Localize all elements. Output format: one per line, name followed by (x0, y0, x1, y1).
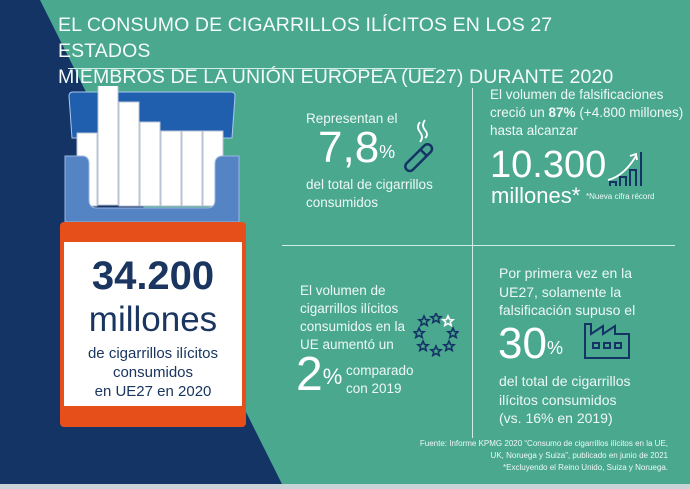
counterfeit-value: 10.300 (490, 144, 607, 186)
cigarette-icon (404, 119, 434, 173)
grid-divider-vertical (472, 88, 473, 438)
total-consumption-desc: de cigarrillos ilícitos consumidos en UE… (87, 345, 219, 400)
record-note: *Nueva cifra récord (586, 192, 655, 201)
volume-increase-text: El volumen de cigarrillos ilícitos consu… (300, 283, 406, 352)
bottom-border (0, 484, 690, 489)
cigarette-pack-icon (64, 86, 240, 223)
volume-increase-compare: comparado con 2019 (346, 363, 414, 396)
page-title: EL CONSUMO DE CIGARRILLOS ILÍCITOS EN LO… (58, 14, 614, 88)
counterfeit-share-text: Por primera vez en la UE27, solamente la… (499, 265, 636, 318)
factory-icon (584, 323, 630, 359)
counterfeit-growth-text: El volumen de falsificaciones creció un … (490, 87, 684, 138)
counterfeit-share-value: 30% (498, 319, 563, 368)
volume-increase-value: 2% (296, 348, 343, 401)
counterfeit-share-desc: del total de cigarrillos ilícitos consum… (499, 373, 631, 426)
share-value: 7,8% (318, 123, 396, 172)
title-divider (68, 68, 436, 69)
grid-divider-horizontal (282, 245, 675, 246)
share-desc: del total de cigarrillos consumidos (306, 177, 433, 210)
total-consumption-unit: millones (88, 300, 218, 339)
counterfeit-unit: millones* (491, 183, 581, 208)
growth-chart-icon (607, 152, 642, 186)
eu-stars-icon (413, 313, 459, 357)
share-intro: Representan el (306, 111, 398, 126)
total-consumption-card: 34.200 millones de cigarrillos ilícitos … (60, 222, 246, 427)
source-note: Fuente: Informe KPMG 2020 “Consumo de ci… (419, 439, 668, 472)
total-consumption-value: 34.200 (91, 254, 215, 298)
